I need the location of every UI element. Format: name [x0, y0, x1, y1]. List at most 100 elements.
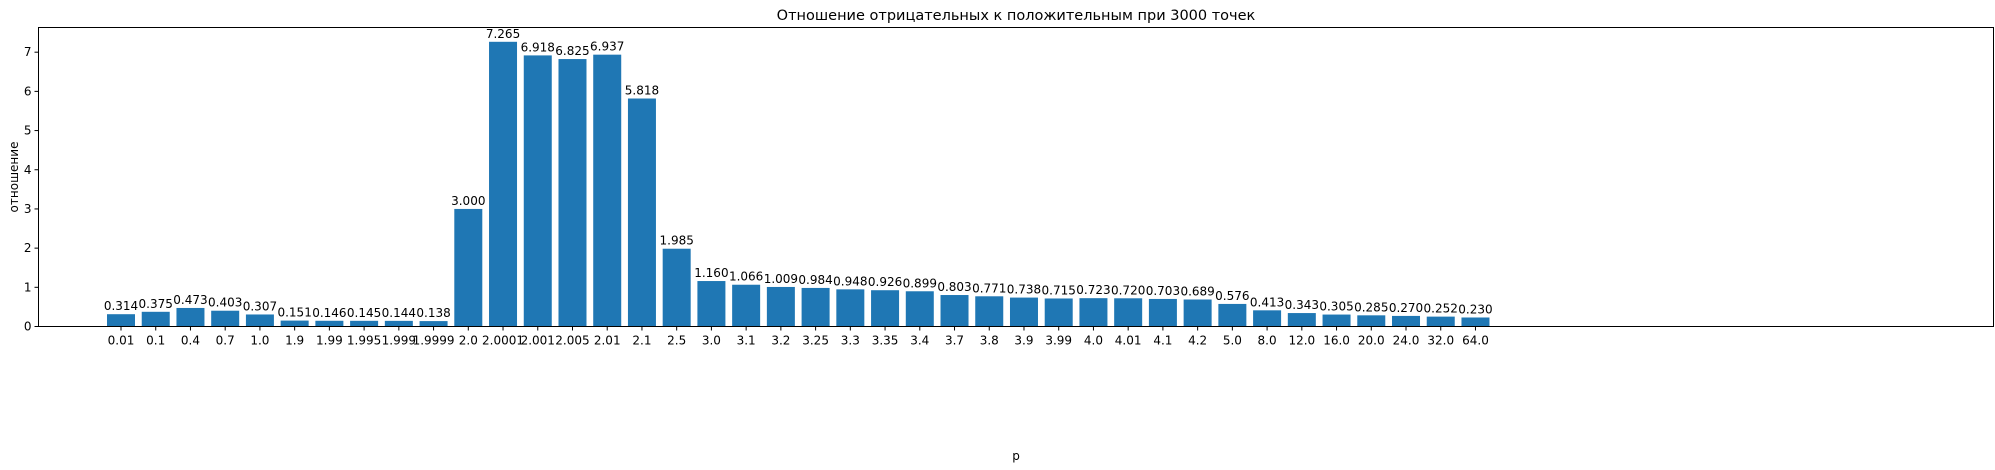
x-tick-label: 4.0 — [1084, 334, 1103, 348]
bar-value-label: 0.473 — [173, 293, 207, 307]
x-tick-label: 8.0 — [1258, 334, 1277, 348]
chart-title: Отношение отрицательных к положительным … — [777, 8, 1256, 24]
x-tick-label: 3.99 — [1045, 334, 1072, 348]
x-tick-label: 3.35 — [872, 334, 899, 348]
y-tick-label: 2 — [24, 241, 32, 255]
bar — [1253, 310, 1282, 327]
bar — [211, 310, 240, 327]
bar — [1148, 298, 1177, 327]
plot-frame — [38, 27, 1994, 327]
bar-value-label: 0.305 — [1319, 300, 1353, 314]
bar-value-label: 0.723 — [1076, 283, 1110, 297]
bar-value-label: 0.151 — [277, 306, 311, 320]
bar — [1392, 315, 1421, 327]
y-tick-label: 5 — [24, 124, 32, 138]
bar-value-label: 0.899 — [903, 276, 937, 290]
bar-value-label: 0.413 — [1250, 295, 1284, 309]
bar — [350, 320, 379, 327]
bar-value-label: 0.984 — [798, 273, 832, 287]
bar — [176, 307, 205, 327]
x-tick-label: 3.4 — [910, 334, 929, 348]
bar — [315, 320, 344, 327]
x-tick-label: 1.99 — [316, 334, 343, 348]
bar — [662, 248, 691, 327]
x-tick-label: 3.3 — [841, 334, 860, 348]
x-tick-label: 0.1 — [146, 334, 165, 348]
x-axis-label: p — [1012, 449, 1020, 463]
x-tick-label: 2.001 — [521, 334, 555, 348]
y-tick-label: 3 — [24, 202, 32, 216]
bar — [523, 55, 552, 327]
bar — [245, 314, 274, 327]
bar — [1044, 298, 1073, 327]
bar-value-label: 0.375 — [139, 297, 173, 311]
x-tick-label: 1.0 — [250, 334, 269, 348]
bar — [1426, 316, 1455, 327]
x-tick-label: 2.1 — [632, 334, 651, 348]
y-tick-label: 0 — [24, 320, 32, 334]
bar — [871, 290, 900, 327]
x-tick-label: 4.2 — [1188, 334, 1207, 348]
bar-value-label: 1.009 — [764, 272, 798, 286]
bar-value-label: 0.738 — [1007, 283, 1041, 297]
bar-value-label: 1.066 — [729, 270, 763, 284]
x-tick-label: 2.01 — [594, 334, 621, 348]
x-tick-label: 3.7 — [945, 334, 964, 348]
bar-value-label: 3.000 — [451, 194, 485, 208]
x-tick-label: 0.01 — [108, 334, 135, 348]
bar-value-label: 0.689 — [1180, 285, 1214, 299]
bar — [1183, 299, 1212, 327]
bar — [593, 54, 622, 327]
x-tick-label: 20.0 — [1358, 334, 1385, 348]
bar — [801, 287, 830, 327]
bar — [419, 321, 448, 327]
y-tick-label: 1 — [24, 280, 32, 294]
bar-value-label: 0.230 — [1458, 302, 1492, 316]
x-tick-label: 64.0 — [1462, 334, 1489, 348]
x-tick-label: 32.0 — [1427, 334, 1454, 348]
bar-value-labels: 0.314 0.375 0.473 0.403 0.307 0.151 0.146 0.145… — [104, 27, 1493, 320]
x-tick-label: 3.1 — [737, 334, 756, 348]
y-tick-label: 6 — [24, 84, 32, 98]
x-tick-label: 3.2 — [771, 334, 790, 348]
bar — [766, 286, 795, 327]
x-tick-label: 0.7 — [216, 334, 235, 348]
bar — [905, 291, 934, 327]
y-tick-label: 4 — [24, 163, 32, 177]
bar — [1218, 303, 1247, 327]
bar-value-label: 1.985 — [660, 234, 694, 248]
bar-value-label: 0.803 — [937, 280, 971, 294]
bar-value-label: 0.314 — [104, 299, 138, 313]
bar-value-label: 0.138 — [416, 306, 450, 320]
bar — [489, 41, 518, 327]
bar — [1461, 317, 1490, 327]
bar — [1079, 298, 1108, 327]
y-axis-label: отношение — [7, 142, 21, 213]
bar — [107, 314, 135, 327]
bar-value-label: 0.145 — [347, 306, 381, 320]
bar — [141, 311, 170, 327]
x-tick-label: 16.0 — [1323, 334, 1350, 348]
x-tick-label: 1.9999 — [413, 334, 455, 348]
bar-value-label: 0.403 — [208, 296, 242, 310]
x-tick-label: 2.5 — [667, 334, 686, 348]
bar — [454, 208, 483, 327]
bar-value-label: 6.918 — [521, 40, 555, 54]
bar-value-label: 0.576 — [1215, 289, 1249, 303]
bar — [280, 320, 309, 327]
x-tick-label: 0.4 — [181, 334, 200, 348]
bar-value-label: 0.144 — [382, 306, 416, 320]
x-tick-label: 2.005 — [555, 334, 589, 348]
x-tick-label: 1.995 — [347, 334, 381, 348]
bar — [1287, 313, 1316, 327]
y-axis-ticks: 0 1 2 3 4 5 6 7 — [24, 45, 39, 334]
bar-value-label: 0.270 — [1389, 301, 1423, 315]
x-tick-label: 3.25 — [802, 334, 829, 348]
bar-value-label: 0.252 — [1424, 302, 1458, 316]
bar — [1322, 314, 1351, 327]
bar — [1009, 297, 1038, 327]
bar-value-label: 0.720 — [1111, 283, 1145, 297]
x-tick-label: 1.999 — [382, 334, 416, 348]
